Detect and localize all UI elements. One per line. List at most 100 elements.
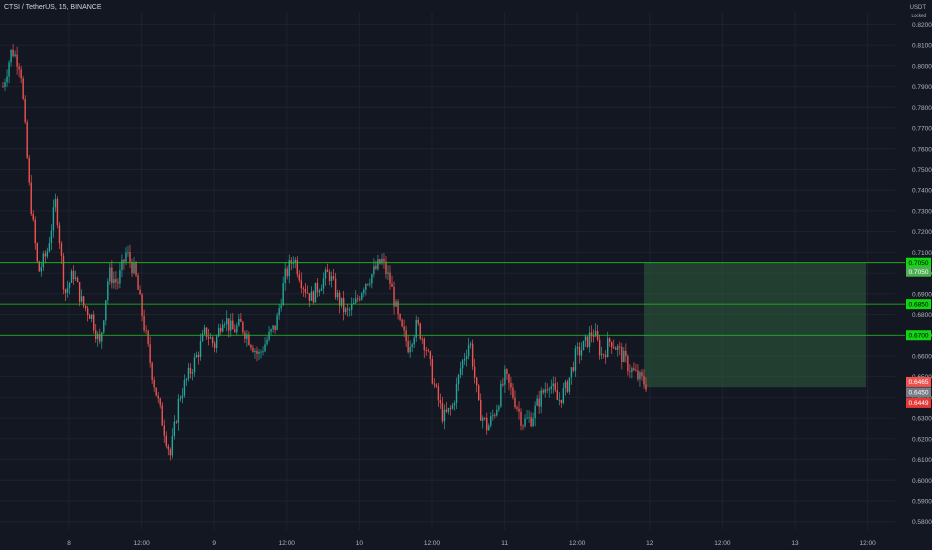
candle-body xyxy=(262,351,264,353)
candle-body xyxy=(488,425,490,431)
candle-body xyxy=(316,282,319,293)
currency-unit[interactable]: USDT Locked xyxy=(910,4,926,20)
candle-body xyxy=(167,445,169,450)
candle-body xyxy=(193,357,196,373)
candle-body xyxy=(477,385,480,401)
candle-body xyxy=(137,275,139,290)
x-tick-label: 11 xyxy=(501,540,508,547)
candle-body xyxy=(342,297,345,313)
candle-body xyxy=(232,320,234,330)
time-axis[interactable]: 8 12:00 9 12:00 10 12:00 11 12:00 12 12:00 13 12:00 xyxy=(67,540,876,547)
candle-body xyxy=(542,390,544,393)
candle-body xyxy=(409,346,411,353)
candle-body xyxy=(296,259,298,275)
candle-body xyxy=(117,282,119,284)
candle-body xyxy=(580,350,583,356)
candle-body xyxy=(631,368,633,373)
candle-body xyxy=(637,370,639,380)
candle-body xyxy=(621,347,623,363)
candle-body xyxy=(209,337,212,339)
y-tick-label: 0.6600 xyxy=(912,353,932,360)
candle-body xyxy=(379,259,381,264)
candle-body xyxy=(334,278,337,298)
candle-body xyxy=(38,261,40,272)
candle-body xyxy=(534,405,536,419)
candle-body xyxy=(353,302,355,305)
candle-body xyxy=(314,282,317,303)
candle-body xyxy=(177,398,180,423)
candle-body xyxy=(306,292,309,294)
candle-body xyxy=(240,318,242,322)
candle-body xyxy=(421,338,423,340)
candle-body xyxy=(207,336,210,339)
candle-body xyxy=(558,399,561,401)
level-tag-bg xyxy=(906,257,931,268)
candle-body xyxy=(197,354,200,357)
x-tick-label: 13 xyxy=(791,540,799,547)
y-tick-label: 0.7500 xyxy=(912,167,932,174)
candle-body xyxy=(403,326,405,331)
candle-body xyxy=(127,252,129,253)
candle-body xyxy=(435,384,438,387)
candle-body xyxy=(619,346,621,348)
candle-body xyxy=(68,282,71,288)
candle-body xyxy=(540,390,542,407)
candle-body xyxy=(82,296,85,306)
candle-body xyxy=(546,389,548,391)
candle-body xyxy=(187,367,190,379)
candle-body xyxy=(78,282,81,302)
candle-body xyxy=(629,371,631,373)
candle-body xyxy=(355,298,357,303)
level-tag-bg xyxy=(906,330,931,341)
candle-body xyxy=(484,417,486,419)
candle-body xyxy=(441,403,444,422)
candle-body xyxy=(451,405,454,409)
y-tick-label: 0.7600 xyxy=(912,146,932,153)
candle-body xyxy=(625,350,627,357)
candle-body xyxy=(453,402,456,406)
candle-body xyxy=(12,49,14,57)
candle-body xyxy=(310,291,313,301)
x-tick-label: 12:00 xyxy=(279,540,296,547)
symbol-title[interactable]: CTSI / TetherUS, 15, BINANCE xyxy=(4,4,102,11)
candle-body xyxy=(64,289,67,293)
candle-body xyxy=(242,321,244,333)
candle-body xyxy=(510,382,512,388)
y-tick-label: 0.8200 xyxy=(912,22,932,29)
y-tick-label: 0.6800 xyxy=(912,312,932,319)
candle-body xyxy=(28,157,30,183)
candle-body xyxy=(84,305,87,309)
candle-body xyxy=(109,267,111,282)
candle-body xyxy=(582,340,585,351)
candle-body xyxy=(290,260,292,264)
candle-body xyxy=(133,262,135,274)
candle-body xyxy=(101,332,103,342)
candle-body xyxy=(10,49,12,63)
candle-body xyxy=(234,329,236,333)
candle-body xyxy=(173,421,176,437)
candle-body xyxy=(86,308,89,315)
candle-body xyxy=(40,267,43,272)
y-tick-label: 0.5900 xyxy=(912,498,932,505)
lock-label: Locked xyxy=(911,13,926,18)
candle-body xyxy=(500,383,502,407)
y-tick-label: 0.6000 xyxy=(912,478,932,485)
candle-body xyxy=(584,336,587,341)
candle-body xyxy=(2,86,4,88)
candle-body xyxy=(288,260,290,277)
y-tick-label: 0.7900 xyxy=(912,84,932,91)
candle-body xyxy=(236,325,238,333)
candle-body xyxy=(490,416,492,426)
candle-body xyxy=(280,305,282,309)
candle-body xyxy=(191,372,194,374)
candle-body xyxy=(524,418,526,427)
candle-body xyxy=(183,380,186,396)
candle-body xyxy=(88,314,91,319)
candle-body xyxy=(16,54,18,67)
candle-body xyxy=(270,329,272,332)
candle-body xyxy=(645,384,647,390)
candle-body xyxy=(121,259,123,271)
target-zone-rect xyxy=(644,262,866,388)
candle-body xyxy=(260,351,262,353)
